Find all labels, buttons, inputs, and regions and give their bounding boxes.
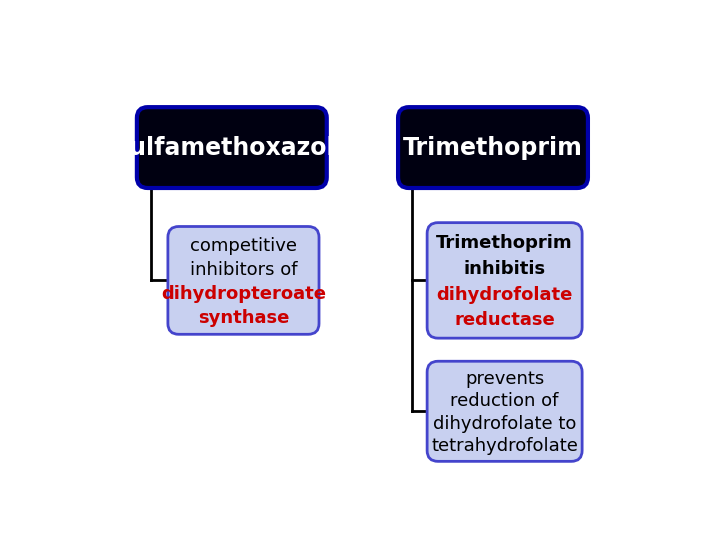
Text: prevents: prevents <box>465 370 544 388</box>
Text: Sulfamethoxazole: Sulfamethoxazole <box>112 136 351 160</box>
FancyBboxPatch shape <box>137 107 327 188</box>
FancyBboxPatch shape <box>427 361 582 461</box>
FancyBboxPatch shape <box>398 107 588 188</box>
Text: dihydrofolate: dihydrofolate <box>436 286 573 303</box>
Text: synthase: synthase <box>198 308 289 327</box>
Text: Trimethoprim: Trimethoprim <box>436 234 573 252</box>
Text: Trimethoprim: Trimethoprim <box>403 136 583 160</box>
Text: dihydropteroate: dihydropteroate <box>161 285 326 302</box>
FancyBboxPatch shape <box>427 222 582 338</box>
Text: inhibitis: inhibitis <box>464 260 546 278</box>
Text: dihydrofolate to: dihydrofolate to <box>433 415 576 433</box>
Text: reduction of: reduction of <box>451 392 559 410</box>
Text: tetrahydrofolate: tetrahydrofolate <box>431 437 578 455</box>
Text: competitive: competitive <box>190 237 297 255</box>
Text: inhibitors of: inhibitors of <box>189 261 297 279</box>
Text: reductase: reductase <box>454 311 555 329</box>
FancyBboxPatch shape <box>168 226 319 334</box>
